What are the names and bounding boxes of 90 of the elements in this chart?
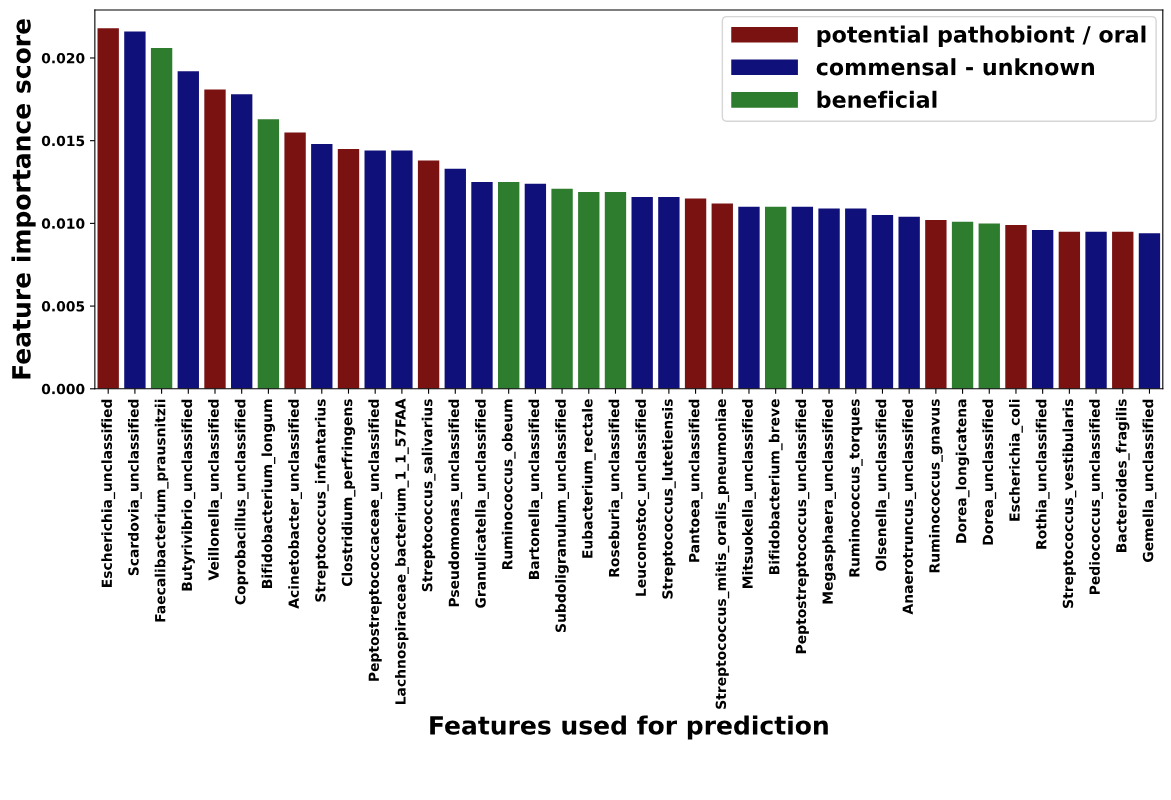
x-tick-label: Streptococcus_lutetiensis — [661, 399, 676, 599]
bar — [604, 191, 627, 389]
x-tick-label: Coprobacillus_unclassified — [234, 399, 249, 605]
x-tick-label: Olsenella_unclassified — [875, 399, 890, 571]
bar — [551, 188, 573, 389]
bar — [1058, 231, 1081, 389]
bar — [391, 150, 413, 389]
y-tick-label: 0.020 — [41, 52, 85, 64]
bar — [231, 94, 253, 389]
x-axis-title: Features used for prediction — [430, 715, 828, 740]
x-tick-label: Leuconostoc_unclassified — [635, 399, 650, 596]
bar — [578, 191, 600, 389]
x-tick-label: Bacteroides_fragilis — [1115, 399, 1130, 552]
x-tick-label: Ruminococcus_torques — [848, 399, 863, 577]
bar — [818, 208, 840, 389]
legend-label: potential pathobiont / oral — [817, 25, 1146, 48]
x-tick-label: Bartonella_unclassified — [528, 399, 543, 579]
x-tick-label: Megasphaera_unclassified — [822, 399, 836, 604]
bar — [150, 48, 173, 389]
x-tick-label: Peptostreptococcus_unclassified — [795, 399, 810, 654]
x-tick-label: Streptococcus_mitis_oralis_pneumoniae — [715, 399, 730, 709]
x-tick-label: Peptostreptococcaceae_unclassified — [368, 399, 383, 681]
x-tick-label: Escherichia_coli — [1009, 399, 1023, 521]
bar — [898, 216, 920, 389]
bar — [1031, 230, 1054, 389]
bar — [97, 28, 119, 389]
x-tick-label: Pediococcus_unclassified — [1089, 399, 1103, 595]
bar — [204, 89, 226, 389]
bar — [631, 196, 653, 389]
x-tick-label: Streptococcus_salivarius — [421, 399, 436, 592]
x-tick-label: Mitsuokella_unclassified — [742, 399, 756, 588]
x-tick-label: Lachnospiraceae_bacterium_1_1_57FAA — [394, 398, 409, 705]
bar — [417, 160, 440, 389]
x-tick-label: Gemella_unclassified — [1142, 399, 1157, 562]
x-tick-label: Acinetobacter_unclassified — [288, 399, 303, 609]
bar — [1085, 231, 1107, 389]
x-tick-label: Ruminococcus_obeum — [501, 399, 516, 570]
x-tick-label: Rothia_unclassified — [1035, 399, 1050, 549]
x-tick-label: Pantoea_unclassified — [688, 399, 703, 562]
y-tick-label: 0.005 — [41, 301, 85, 312]
bar — [337, 148, 360, 389]
bar — [524, 183, 547, 389]
bar — [311, 143, 333, 389]
bar — [364, 150, 386, 389]
x-tick-label: Dorea_unclassified — [982, 399, 997, 545]
bar — [284, 132, 306, 389]
x-tick-label: Anaerotruncus_unclassified — [902, 399, 917, 615]
bar — [791, 206, 814, 389]
x-tick-label: Clostridium_perfringens — [341, 399, 356, 587]
bar — [684, 198, 707, 389]
bar — [471, 182, 493, 389]
y-axis-title: Feature importance score — [11, 19, 36, 379]
bar — [124, 31, 146, 389]
y-tick-label: 0.010 — [41, 218, 85, 229]
x-tick-label: Pseudomonas_unclassified — [448, 399, 463, 607]
bar — [257, 119, 280, 389]
bar — [658, 196, 680, 389]
x-tick-label: Dorea_longicatena — [955, 399, 970, 543]
bar — [925, 220, 947, 389]
bar — [951, 221, 974, 389]
x-tick-label: Faecalibacterium_prausnitzii — [154, 399, 169, 622]
bar — [1112, 231, 1134, 389]
bar — [1138, 233, 1161, 389]
x-tick-label: Butyrivibrio_unclassified — [181, 399, 196, 591]
x-tick-label: Roseburia_unclassified — [608, 399, 623, 577]
bar — [1005, 225, 1027, 389]
bar — [845, 208, 867, 389]
x-tick-label: Streptococcus_vestibularis — [1062, 399, 1077, 608]
y-tick-label: 0.000 — [41, 383, 85, 395]
x-tick-label: Ruminococcus_gnavus — [928, 399, 943, 573]
bar — [711, 203, 733, 389]
x-tick-label: Veillonella_unclassified — [208, 399, 222, 581]
bar — [177, 71, 199, 389]
bar — [978, 223, 1000, 389]
legend-label: commensal - unknown — [816, 58, 1094, 76]
bar — [738, 206, 760, 389]
x-tick-label: Scardovia_unclassified — [127, 399, 142, 576]
x-tick-label: Eubacterium_rectale — [581, 399, 596, 558]
x-tick-label: Streptococcus_infantarius — [314, 399, 329, 602]
bar — [498, 182, 520, 389]
bar — [444, 168, 466, 389]
x-tick-label: Escherichia_unclassified — [101, 399, 116, 587]
y-tick-label: 0.015 — [41, 135, 85, 147]
x-tick-label: Subdoligranulum_unclassified — [555, 399, 569, 632]
bar — [871, 215, 894, 389]
legend-label: beneficial — [817, 90, 937, 108]
x-tick-label: Bifidobacterium_breve — [768, 399, 783, 575]
x-tick-label: Granulicatella_unclassified — [475, 399, 489, 608]
x-tick-label: Bifidobacterium_longum — [261, 399, 276, 588]
bar — [764, 206, 787, 389]
